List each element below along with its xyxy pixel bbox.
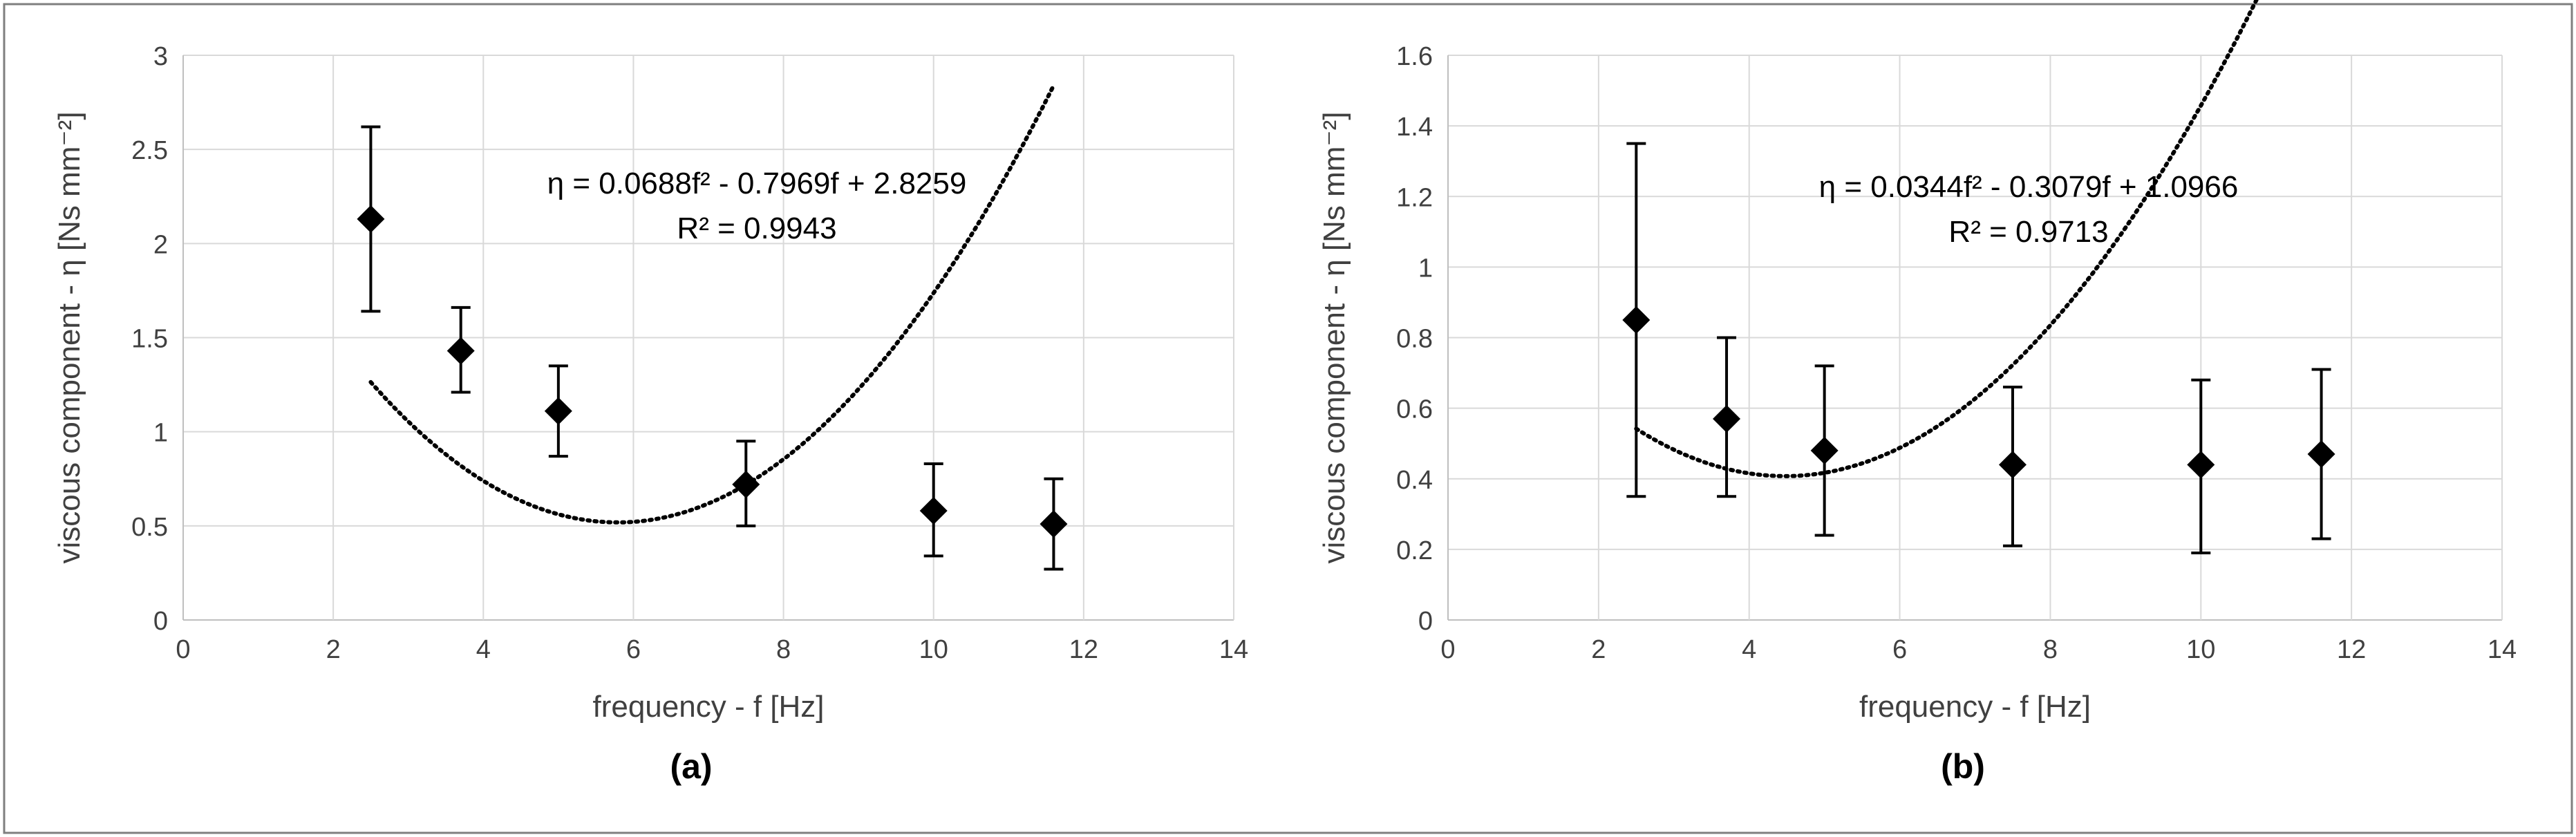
- x-tick-label: 10: [2186, 635, 2215, 664]
- trendline-equation: η = 0.0688f² - 0.7969f + 2.8259: [547, 167, 967, 200]
- data-point-marker: [1713, 404, 1741, 433]
- data-point-marker: [544, 397, 572, 425]
- x-tick-label: 14: [2488, 635, 2517, 664]
- y-tick-label: 1.2: [1396, 183, 1433, 212]
- x-axis-title: frequency - f [Hz]: [592, 690, 824, 724]
- y-tick-label: 1: [153, 419, 168, 448]
- x-axis-title: frequency - f [Hz]: [1859, 690, 2091, 724]
- x-tick-label: 4: [1742, 635, 1756, 664]
- x-tick-label: 12: [2337, 635, 2366, 664]
- x-tick-label: 6: [626, 635, 641, 664]
- y-tick-label: 1.5: [131, 325, 168, 354]
- y-tick-label: 0.2: [1396, 536, 1433, 565]
- data-point-marker: [357, 205, 385, 233]
- x-tick-label: 0: [1440, 635, 1455, 664]
- x-tick-label: 6: [1892, 635, 1907, 664]
- y-tick-label: 3: [153, 42, 168, 71]
- data-point-marker: [2187, 451, 2215, 479]
- chart-a: 0 0.5 1 1.5 2 2.5 3 0 2 4 6 8 10 12 14 frequency - f [H…: [53, 42, 1248, 724]
- data-point-marker: [446, 337, 475, 365]
- y-tick-label: 0.4: [1396, 466, 1433, 495]
- figure-frame: [3, 3, 2573, 834]
- data-point-marker: [1810, 436, 1839, 464]
- data-point-marker: [1998, 451, 2027, 479]
- data-point-marker: [1040, 510, 1068, 538]
- panel-label-a: (a): [670, 747, 713, 786]
- x-tick-label: 0: [176, 635, 190, 664]
- y-tick-label: 0: [153, 607, 168, 636]
- y-tick-label: 2.5: [131, 136, 168, 165]
- r-squared-label: R² = 0.9713: [1948, 215, 2108, 249]
- chart-b: 0 0.2 0.4 0.6 0.8 1 1.2 1.4 1.6 0 2 4 6 8 10 12 14 freque…: [1317, 0, 2517, 724]
- x-tick-label: 2: [1591, 635, 1606, 664]
- y-axis-title: viscous component - η [Ns mm⁻²]: [53, 111, 86, 563]
- y-tick-label: 0.8: [1396, 325, 1433, 354]
- r-squared-label: R² = 0.9943: [677, 211, 836, 245]
- x-tick-label: 8: [776, 635, 791, 664]
- x-tick-label: 10: [919, 635, 948, 664]
- y-tick-label: 2: [153, 230, 168, 259]
- data-point-marker: [1622, 305, 1651, 334]
- data-point-marker: [2307, 440, 2335, 469]
- trendline-equation: η = 0.0344f² - 0.3079f + 1.0966: [1819, 170, 2239, 204]
- panel-label-b: (b): [1941, 747, 1985, 786]
- y-tick-label: 1.6: [1396, 42, 1433, 71]
- x-tick-label: 14: [1219, 635, 1248, 664]
- data-point-marker: [919, 497, 948, 525]
- y-axis-title: viscous component - η [Ns mm⁻²]: [1317, 111, 1351, 563]
- y-tick-label: 0.6: [1396, 395, 1433, 424]
- y-tick-label: 0: [1418, 607, 1433, 636]
- x-tick-label: 8: [2043, 635, 2058, 664]
- x-tick-label: 4: [476, 635, 491, 664]
- data-point-marker: [732, 470, 760, 498]
- y-tick-label: 1: [1418, 254, 1433, 283]
- y-tick-label: 0.5: [131, 513, 168, 542]
- y-tick-label: 1.4: [1396, 113, 1433, 142]
- x-tick-label: 2: [326, 635, 341, 664]
- trendline: [368, 83, 1056, 525]
- x-tick-label: 12: [1069, 635, 1098, 664]
- trendline: [1634, 0, 2259, 478]
